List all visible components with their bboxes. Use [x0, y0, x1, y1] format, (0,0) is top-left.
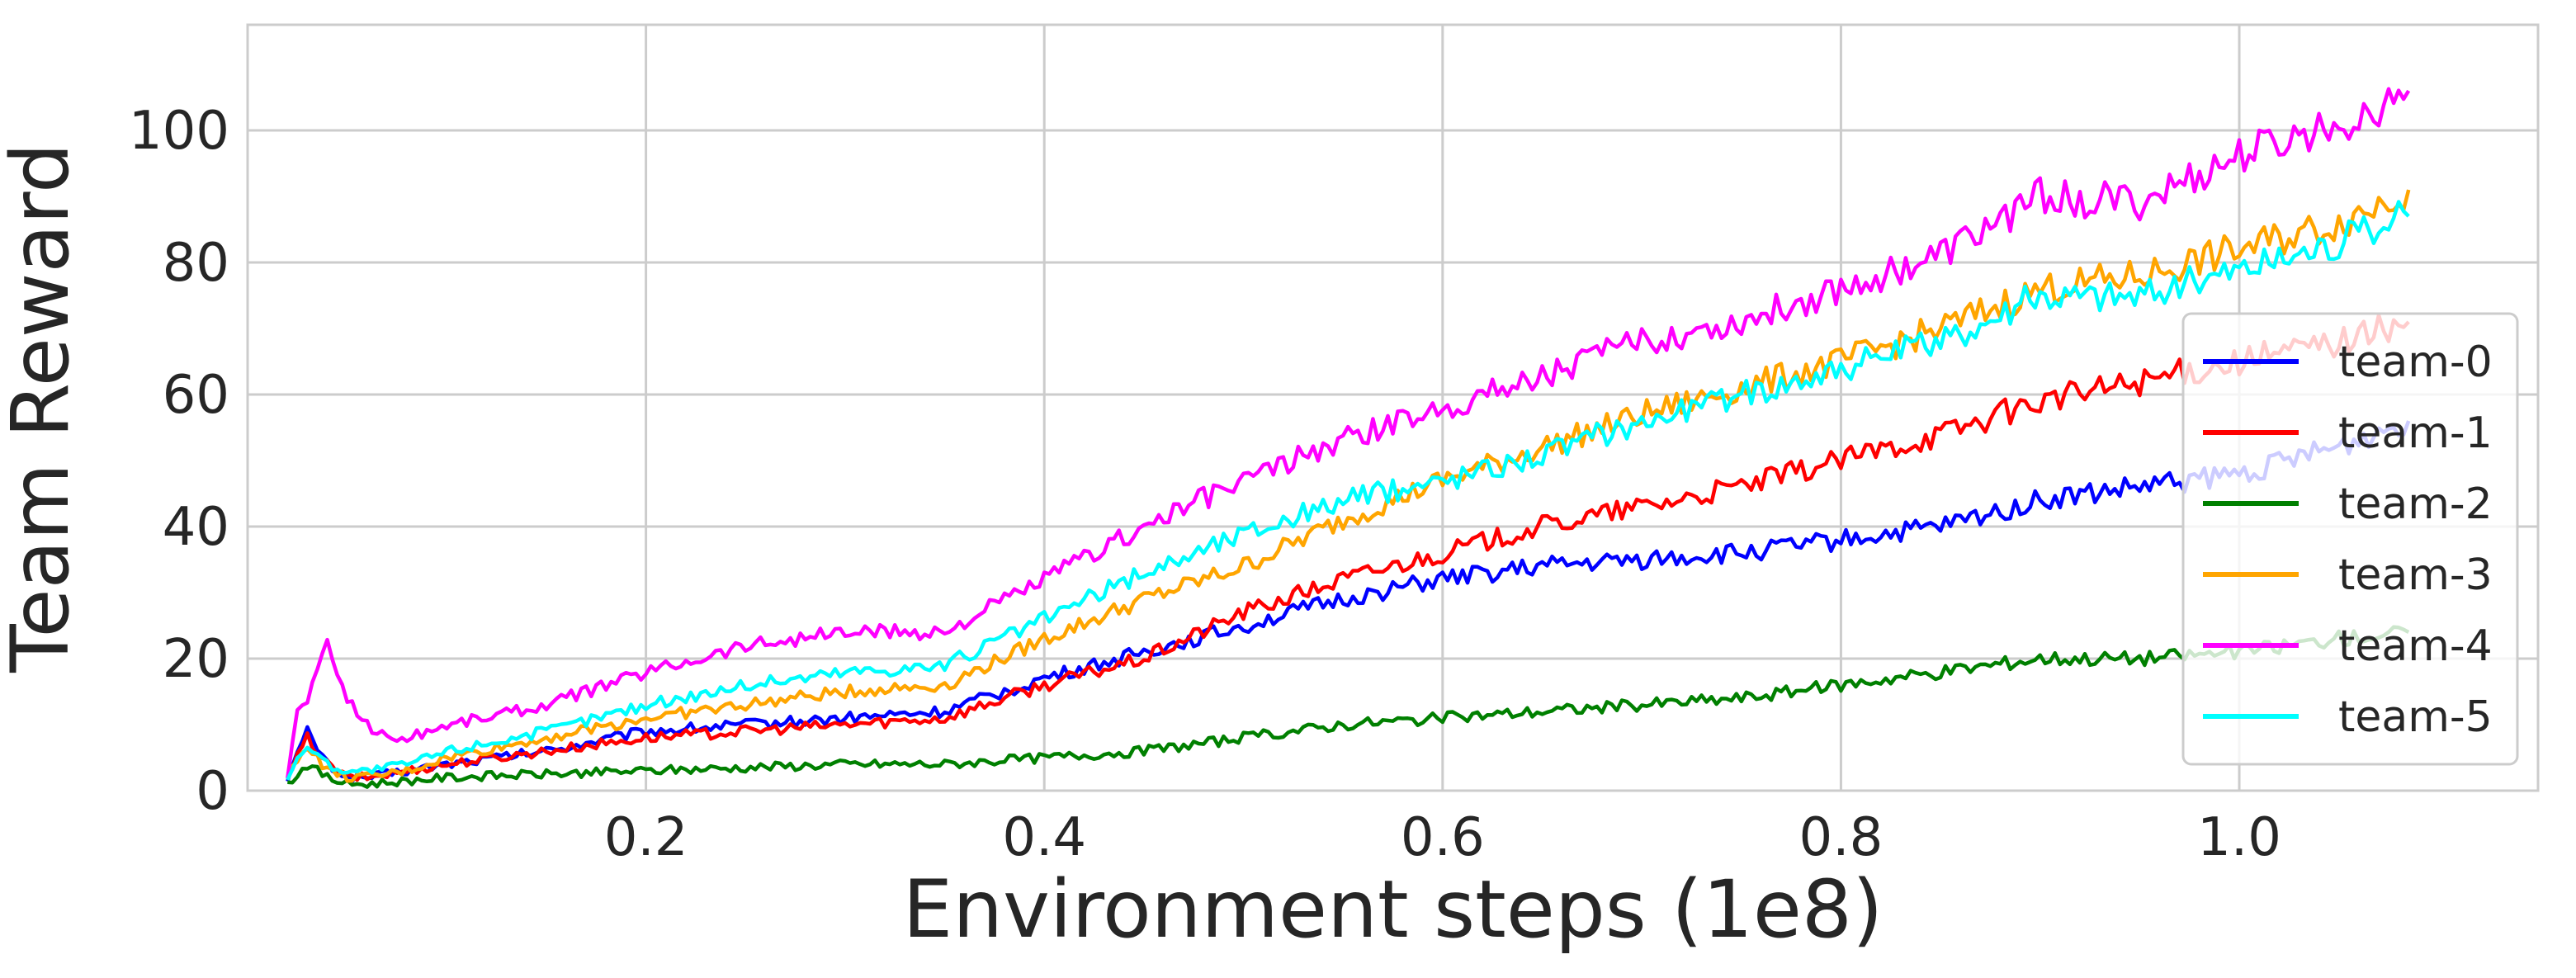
x-tick-label: 0.8	[1799, 807, 1884, 868]
y-tick-label: 0	[196, 761, 229, 822]
y-tick-label: 100	[129, 101, 229, 162]
y-tick-label: 80	[163, 233, 229, 294]
y-tick-label: 40	[163, 497, 229, 558]
legend-box	[2181, 312, 2519, 766]
legend-label-team-3: team-3	[2338, 550, 2493, 600]
y-tick-label: 60	[163, 365, 229, 426]
x-tick-label: 0.6	[1401, 807, 1485, 868]
x-axis-title: Environment steps (1e8)	[903, 863, 1884, 956]
series-line-team-5	[286, 200, 2410, 781]
legend-label-team-1: team-1	[2338, 409, 2493, 458]
series-line-team-2	[287, 625, 2410, 789]
x-tick-label: 1.0	[2197, 807, 2281, 868]
legend-label-team-2: team-2	[2338, 480, 2493, 529]
legend-label-team-0: team-0	[2338, 338, 2493, 387]
legend-label-team-5: team-5	[2338, 692, 2493, 742]
y-axis-title: Team Reward	[0, 143, 87, 673]
series-line-team-4	[286, 87, 2411, 779]
legend: team-0 team-1 team-2 team-3 team-4 team-5	[2181, 312, 2519, 766]
series-line-team-1	[286, 313, 2410, 782]
tick-labels: 0.2 0.4 0.6 0.8 1.0 0 20 40 60 80 100	[129, 101, 2281, 868]
plot-area-frame	[246, 23, 2540, 792]
series-line-team-0	[286, 420, 2411, 784]
y-tick-label: 20	[163, 629, 229, 690]
x-tick-label: 0.4	[1002, 807, 1086, 868]
series-lines	[286, 87, 2411, 789]
legend-label-team-4: team-4	[2338, 621, 2493, 671]
x-tick-label: 0.2	[604, 807, 688, 868]
